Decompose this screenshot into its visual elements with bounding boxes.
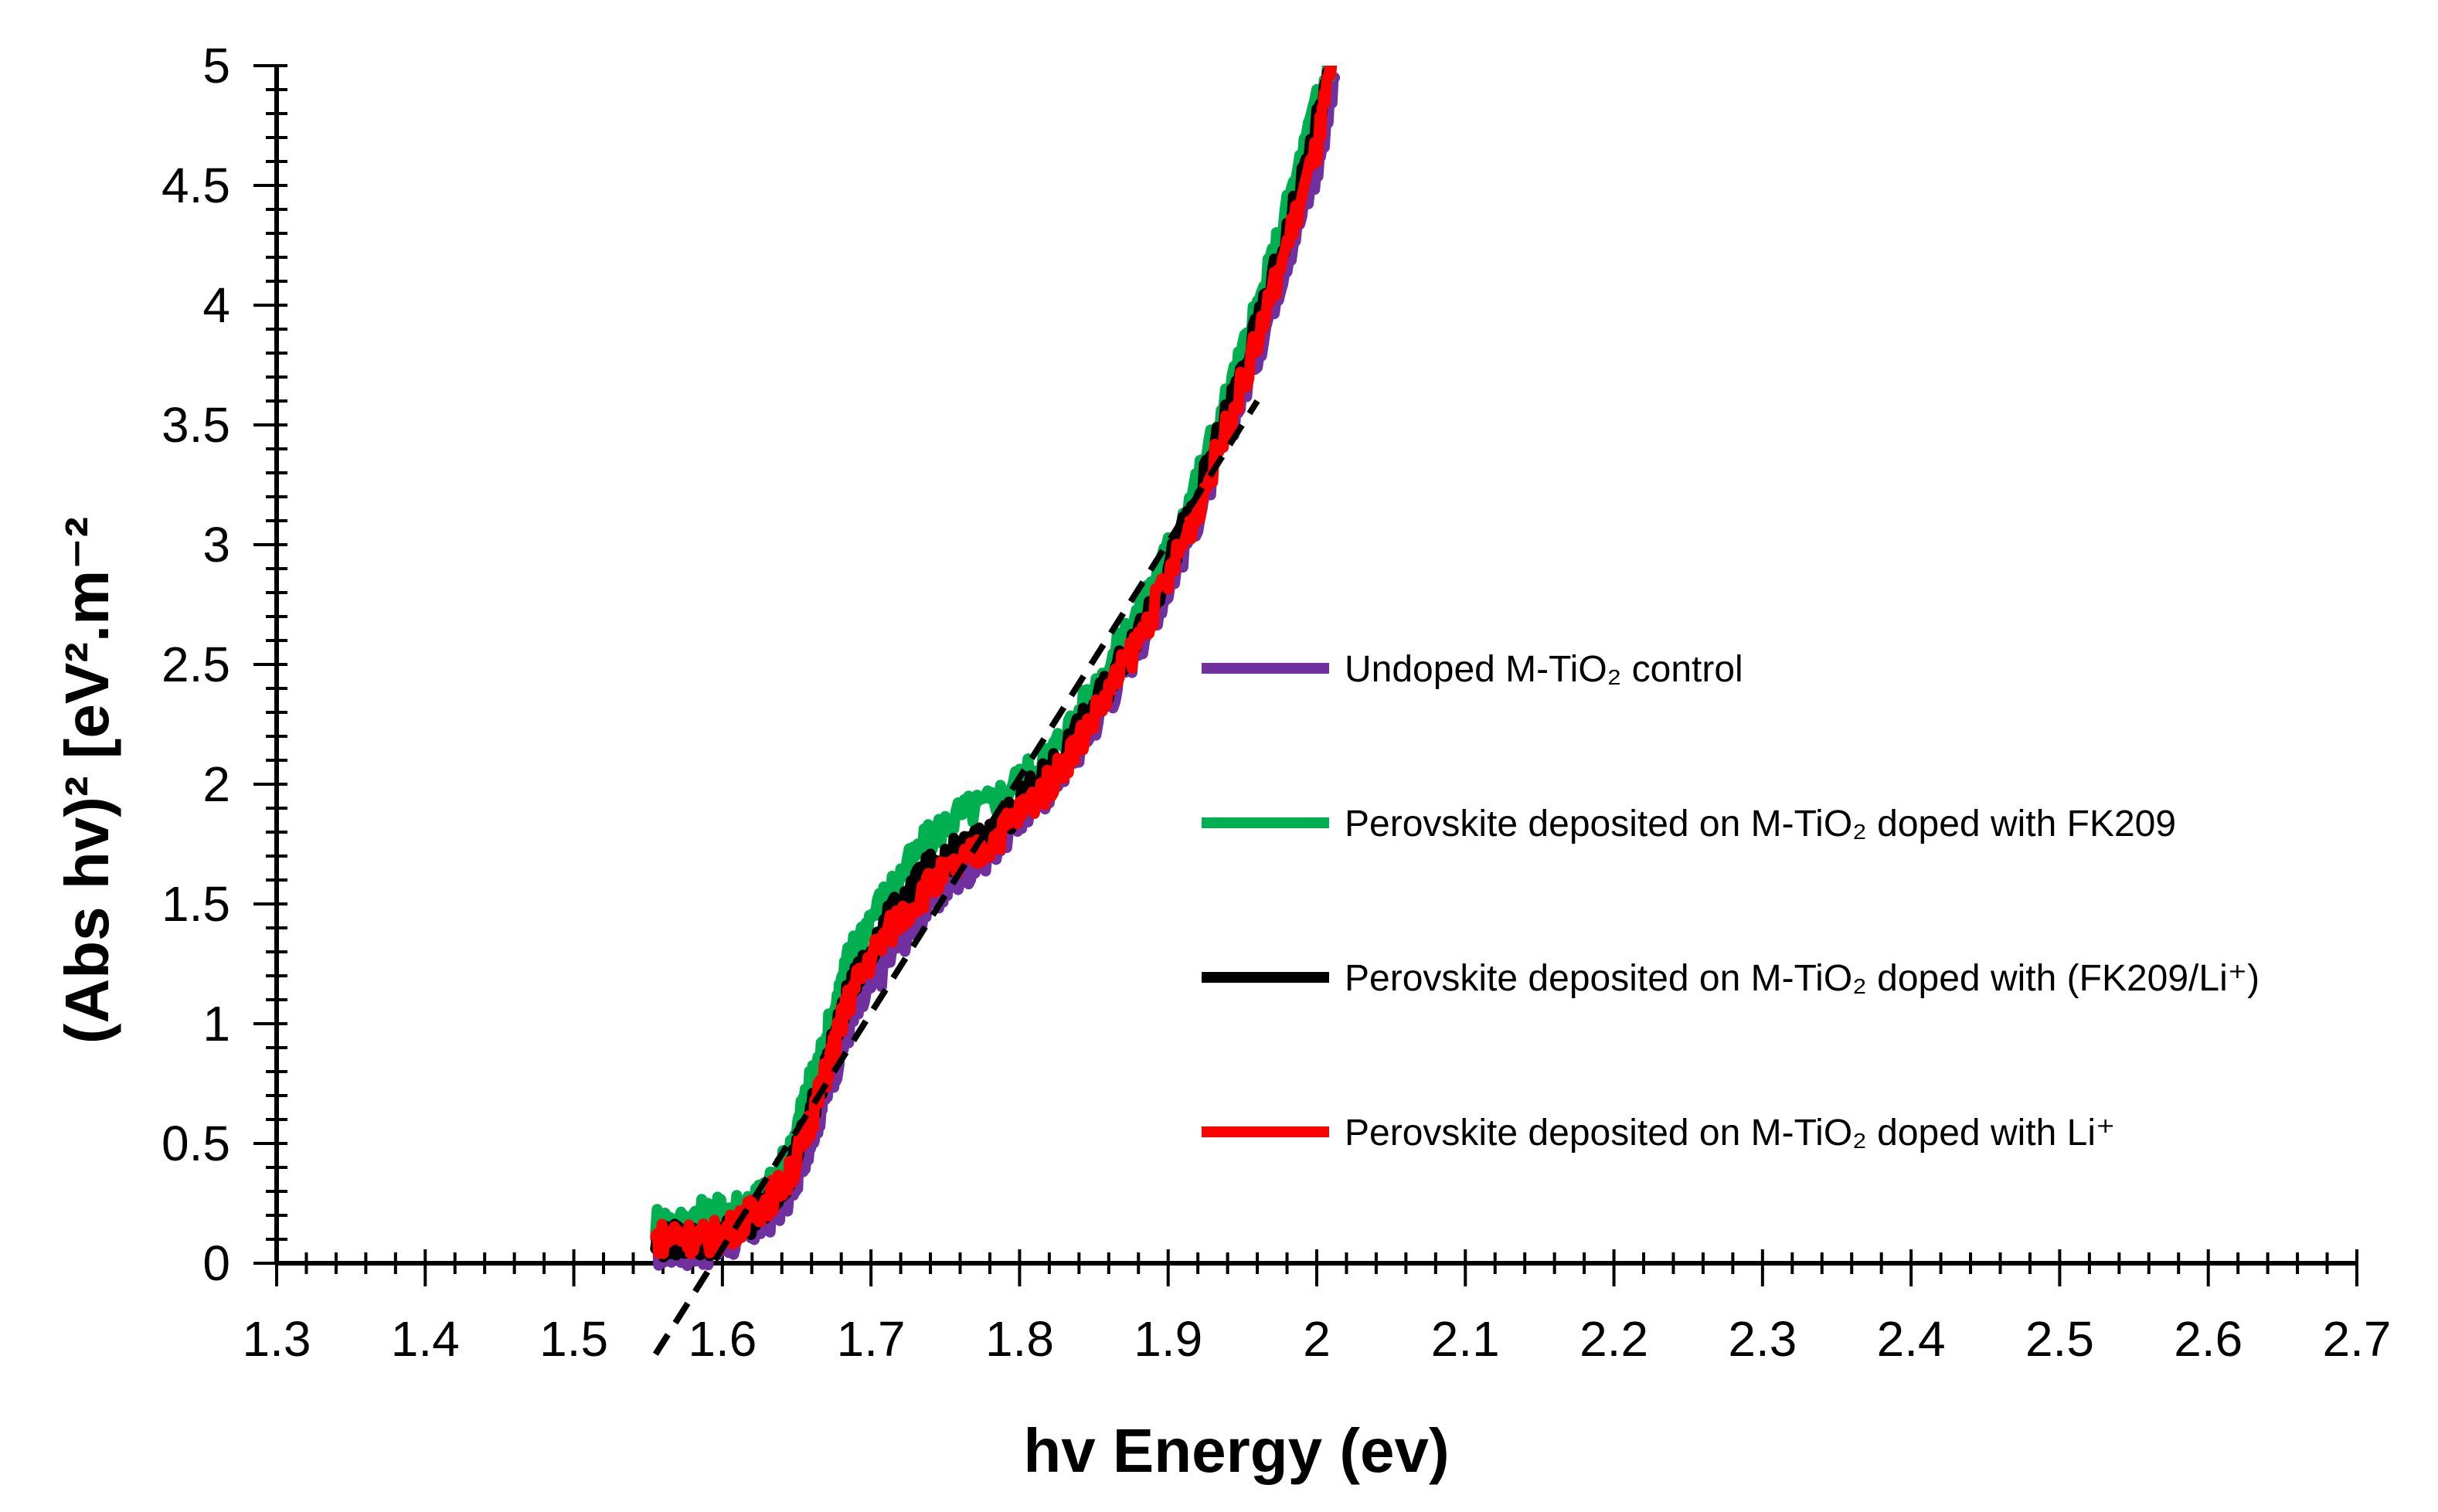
legend-label: Perovskite deposited on M-TiO₂ doped wit… [1345,804,2176,844]
fit-line [652,399,1260,1356]
x-tick-label: 1.7 [837,1311,906,1367]
y-tick-label: 3.5 [162,397,230,453]
x-tick-label: 2.6 [2174,1311,2242,1367]
x-axis-ticks: 1.3 1.4 1.5 1.6 1.7 1.8 1.9 2 2.1 2.2 2.3 2.4 2.5 2.6… [243,1249,2392,1367]
legend-label: Undoped M-TiO₂ control [1345,649,1743,690]
x-tick-label: 1.9 [1134,1311,1202,1367]
x-tick-label: 2 [1303,1311,1331,1367]
y-tick-label: 4 [202,277,230,333]
series-line [650,66,1338,1242]
legend-label: Perovskite deposited on M-TiO₂ doped wit… [1345,958,2259,999]
y-tick-label: 3 [202,517,230,573]
x-tick-label: 2.1 [1431,1311,1500,1367]
y-tick-label: 2.5 [162,637,230,692]
y-tick-label: 5 [202,38,230,93]
y-tick-label: 0 [202,1235,230,1291]
legend-label: Perovskite deposited on M-TiO₂ doped wit… [1345,1113,2115,1154]
x-axis-title: hv Energy (ev) [1023,1416,1449,1485]
legend: Undoped M-TiO₂ control Perovskite deposit… [1202,649,2259,1154]
y-tick-label: 1 [202,996,230,1052]
y-axis-title: (Abs hv)² [eV².m⁻² [53,517,121,1044]
x-tick-label: 2.4 [1877,1311,1946,1367]
y-tick-label: 2 [202,756,230,812]
series-line [650,66,1338,1262]
x-tick-label: 2.3 [1728,1311,1797,1367]
x-tick-label: 2.2 [1579,1311,1648,1367]
y-axis-ticks: 0 0.5 1 1.5 2 2.5 3 3.5 4 4.5 5 [162,38,287,1291]
series-line [650,66,1338,1259]
x-tick-label: 1.5 [539,1311,608,1367]
y-tick-label: 4.5 [162,158,230,213]
x-tick-label: 1.3 [243,1311,311,1367]
y-tick-label: 1.5 [162,876,230,932]
series-layer [650,66,1341,1272]
fit-layer [652,399,1260,1356]
x-tick-label: 2.7 [2323,1311,2392,1367]
x-tick-label: 1.6 [688,1311,757,1367]
x-tick-label: 2.5 [2025,1311,2094,1367]
y-tick-label: 0.5 [162,1116,230,1171]
x-tick-label: 1.8 [985,1311,1054,1367]
x-tick-label: 1.4 [391,1311,460,1367]
